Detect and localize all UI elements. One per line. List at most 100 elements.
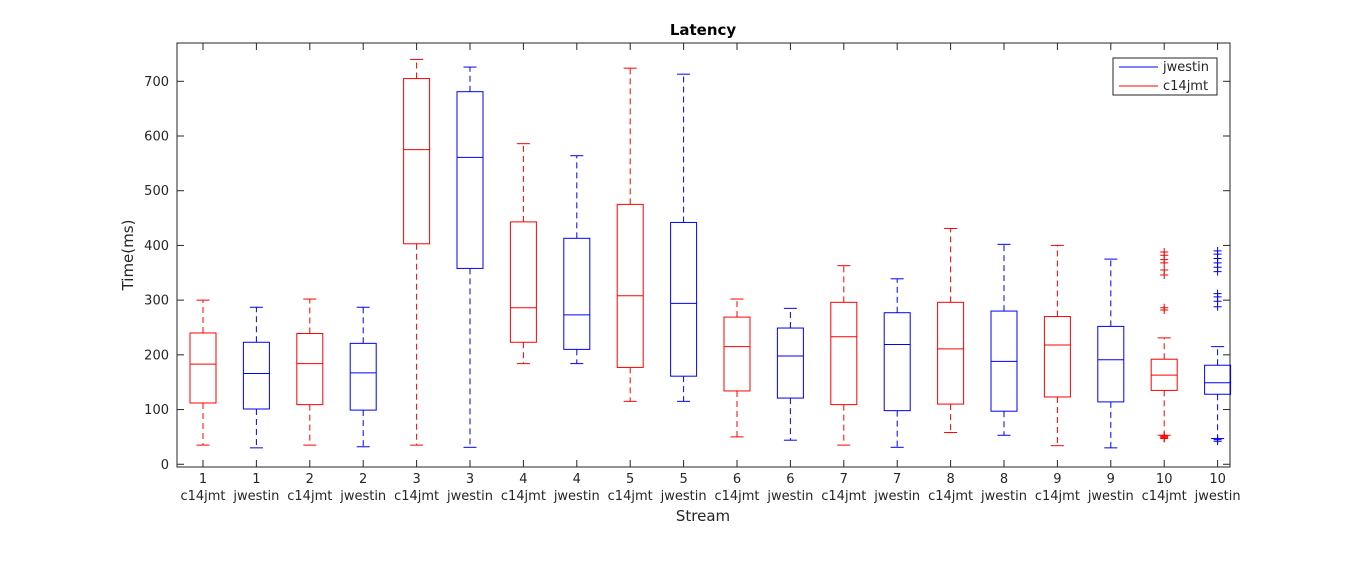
box-iqr (937, 301, 965, 405)
box-2-jwestin (349, 306, 377, 448)
box-iqr (1204, 364, 1232, 395)
x-tick-label-stream: 4 (573, 472, 581, 487)
y-tick-label: 100 (144, 403, 169, 418)
x-tick-label-group: c14jmt (714, 489, 759, 504)
box-1-jwestin (242, 306, 270, 449)
box-2-c14jmt (296, 298, 324, 446)
x-tick-label-group: c14jmt (821, 489, 866, 504)
x-tick-label-stream: 8 (946, 472, 954, 487)
box-iqr (830, 301, 858, 406)
x-tick-label-stream: 10 (1209, 472, 1226, 487)
x-tick-label-group: c14jmt (928, 489, 973, 504)
box-4-jwestin (563, 155, 591, 365)
box-iqr (776, 327, 804, 399)
x-tick-label-group: jwestin (980, 489, 1027, 504)
x-tick-label-stream: 3 (412, 472, 420, 487)
x-tick-label-group: c14jmt (394, 489, 439, 504)
x-tick-label-group: c14jmt (608, 489, 653, 504)
x-axis-title: Stream (676, 507, 730, 525)
x-tick-label-group: jwestin (766, 489, 813, 504)
x-tick-label-stream: 1 (252, 472, 260, 487)
x-tick-label-stream: 6 (786, 472, 794, 487)
x-tick-label-group: c14jmt (501, 489, 546, 504)
box-7-jwestin (883, 278, 911, 448)
box-iqr (296, 333, 324, 406)
box-10-jwestin (1204, 246, 1232, 446)
x-tick-label-stream: 7 (840, 472, 848, 487)
y-tick-label: 500 (144, 184, 169, 199)
x-tick-label-group: jwestin (1194, 489, 1241, 504)
x-tick-label-stream: 9 (1107, 472, 1115, 487)
box-3-jwestin (456, 66, 484, 448)
x-tick-label-stream: 9 (1053, 472, 1061, 487)
y-tick-label: 600 (144, 130, 169, 145)
y-tick-label: 400 (144, 239, 169, 254)
x-tick-label-group: jwestin (660, 489, 707, 504)
x-tick-label-group: c14jmt (287, 489, 332, 504)
legend-label-jwestin: jwestin (1162, 60, 1209, 75)
y-axis-title: Time(ms) (119, 220, 137, 292)
x-tick-label-group: jwestin (873, 489, 920, 504)
box-iqr (403, 78, 431, 245)
outlier-marker (1160, 270, 1169, 279)
outlier-marker (1213, 437, 1222, 446)
box-6-c14jmt (723, 298, 751, 438)
x-tick-label-group: jwestin (339, 489, 386, 504)
y-axis-ticks: 0 100 200 300 400 500 600 700 (144, 75, 1230, 473)
box-7-c14jmt (830, 265, 858, 446)
box-9-jwestin (1097, 258, 1125, 449)
outlier-marker (1213, 302, 1222, 311)
outlier-marker (1160, 434, 1169, 443)
legend-label-c14jmt: c14jmt (1163, 79, 1208, 94)
x-tick-label-group: jwestin (232, 489, 279, 504)
box-iqr (616, 203, 644, 368)
x-tick-label-group: c14jmt (1035, 489, 1080, 504)
y-tick-label: 0 (161, 458, 169, 473)
box-5-c14jmt (616, 67, 644, 402)
x-tick-label-stream: 1 (199, 472, 207, 487)
box-iqr (1097, 325, 1125, 403)
box-8-c14jmt (937, 227, 965, 434)
x-tick-label-stream: 6 (733, 472, 741, 487)
x-tick-label-stream: 10 (1156, 472, 1173, 487)
legend-box (1112, 57, 1218, 96)
x-tick-label-group: jwestin (446, 489, 493, 504)
x-tick-label-group: c14jmt (180, 489, 225, 504)
x-axis-ticks: 1 c14jmt 1 jwestin 2 c14jmt 2 jwestin 3 c14jmt 3 jw… (180, 43, 1241, 504)
x-tick-label-stream: 4 (519, 472, 527, 487)
box-4-c14jmt (509, 143, 537, 365)
x-tick-label-group: jwestin (553, 489, 600, 504)
outlier-marker (1213, 267, 1222, 276)
x-tick-label-stream: 5 (626, 472, 634, 487)
box-iqr (1043, 316, 1071, 398)
chart-title: Latency (670, 21, 737, 39)
box-iqr (883, 312, 911, 412)
box-10-c14jmt (1150, 247, 1178, 443)
outlier-marker (1160, 258, 1169, 267)
x-tick-label-group: c14jmt (1142, 489, 1187, 504)
x-tick-label-stream: 2 (306, 472, 314, 487)
box-3-c14jmt (403, 58, 431, 446)
x-tick-label-stream: 3 (466, 472, 474, 487)
box-9-c14jmt (1043, 244, 1071, 447)
box-iqr (723, 316, 751, 392)
y-tick-label: 300 (144, 294, 169, 309)
box-iqr (242, 341, 270, 410)
y-tick-label: 200 (144, 348, 169, 363)
box-iqr (563, 237, 591, 350)
y-tick-label: 700 (144, 75, 169, 90)
x-tick-label-stream: 2 (359, 472, 367, 487)
box-6-jwestin (776, 307, 804, 441)
box-iqr (189, 332, 217, 404)
x-tick-label-group: jwestin (1087, 489, 1134, 504)
box-iqr (509, 221, 537, 343)
box-iqr (349, 342, 377, 411)
x-tick-label-stream: 7 (893, 472, 901, 487)
box-iqr (670, 221, 698, 377)
x-tick-label-stream: 5 (679, 472, 687, 487)
x-tick-label-stream: 8 (1000, 472, 1008, 487)
outlier-marker (1160, 305, 1169, 314)
box-8-jwestin (990, 243, 1018, 436)
box-1-c14jmt (189, 299, 217, 446)
